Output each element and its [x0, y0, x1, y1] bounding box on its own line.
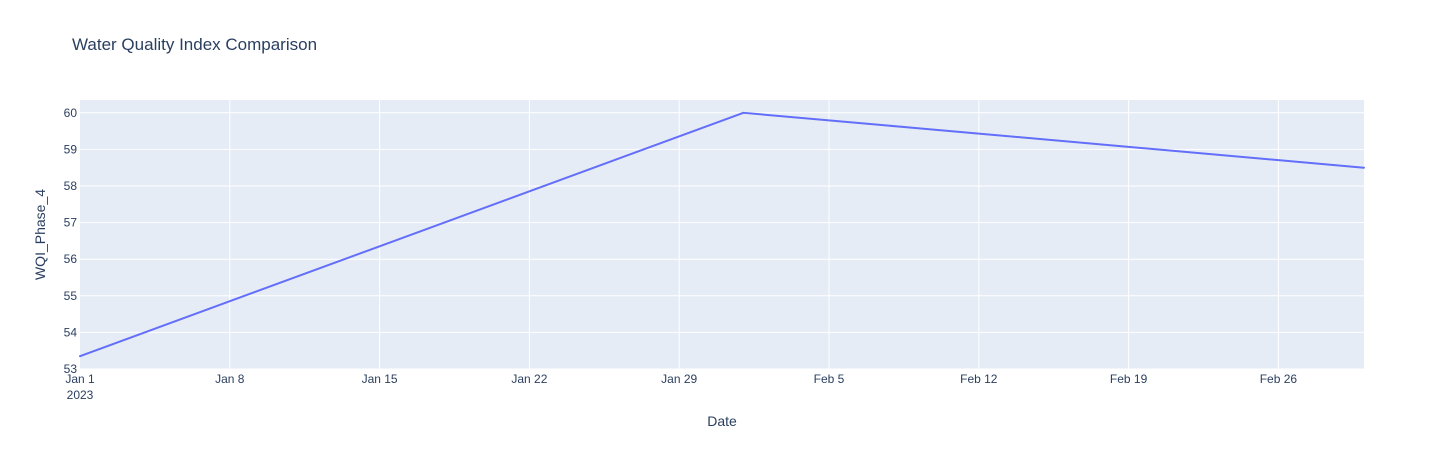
x-tick-label: Jan 22	[511, 372, 547, 386]
x-tick-label: Feb 26	[1260, 372, 1298, 386]
plot-area	[80, 100, 1364, 369]
y-tick-label: 54	[64, 325, 78, 339]
y-tick-label: 57	[64, 216, 78, 230]
y-tick-label: 55	[64, 289, 78, 303]
x-tick-label: Jan 8	[215, 372, 245, 386]
y-tick-label: 59	[64, 142, 78, 156]
x-tick-labels: Jan 1 2023 Jan 8 Jan 15 Jan 22 Jan 29 Feb 5 Feb…	[65, 372, 1297, 402]
x-tick-sublabel: 2023	[67, 388, 94, 402]
x-tick-label: Jan 15	[362, 372, 398, 386]
y-tick-label: 56	[64, 252, 78, 266]
y-axis-title: WQI_Phase_4	[32, 189, 48, 280]
x-tick-label: Jan 1	[65, 372, 95, 386]
x-gridlines	[229, 100, 1279, 369]
x-axis-title: Date	[707, 413, 737, 429]
series-layer	[79, 111, 1365, 358]
y-tick-labels: 53 54 55 56 57 58 59 60	[64, 106, 78, 376]
x-tick-label: Feb 19	[1110, 372, 1148, 386]
y-tick-label: 58	[64, 179, 78, 193]
x-tick-label: Jan 29	[661, 372, 697, 386]
series-line	[79, 111, 1365, 358]
x-tick-label: Feb 12	[960, 372, 998, 386]
y-tick-label: 53	[64, 362, 78, 376]
y-tick-label: 60	[64, 106, 78, 120]
x-tick-label: Feb 5	[814, 372, 845, 386]
chart-title: Water Quality Index Comparison	[72, 35, 317, 54]
y-gridlines	[80, 112, 1364, 370]
